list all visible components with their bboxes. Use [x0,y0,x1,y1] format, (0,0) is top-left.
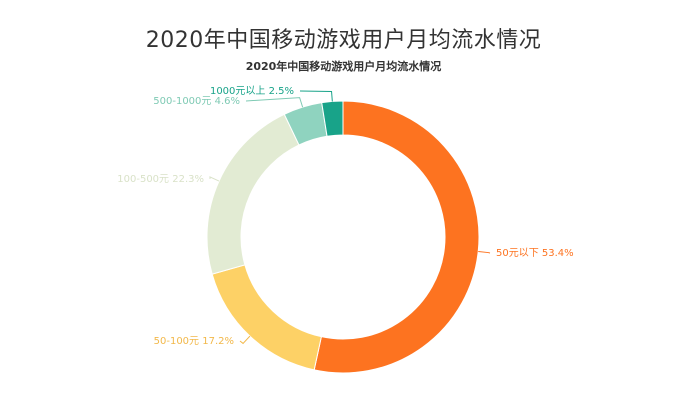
chart-title: 2020年中国移动游戏用户月均流水情况 [145,28,542,53]
slice-label-1: 50元以下 53.4% [496,248,574,259]
leader-line-5 [299,90,333,102]
donut-slice-1 [313,100,480,374]
leader-line-3 [209,176,220,182]
slice-label-3: 100-500元 22.3% [117,174,204,185]
leader-line-1 [478,251,491,254]
slice-label-2: 50-100元 17.2% [154,336,234,347]
chart-subtitle: 2020年中国移动游戏用户月均流水情况 [245,60,442,73]
donut-slice-3 [206,113,300,275]
leader-line-4 [245,97,304,108]
donut-slice-5 [321,100,344,137]
donut-slice-2 [211,264,322,371]
slice-label-5: 1000元以上 2.5% [210,85,294,97]
leader-line-2 [239,335,251,345]
slice-label-4: 500-1000元 4.6% [153,96,240,107]
